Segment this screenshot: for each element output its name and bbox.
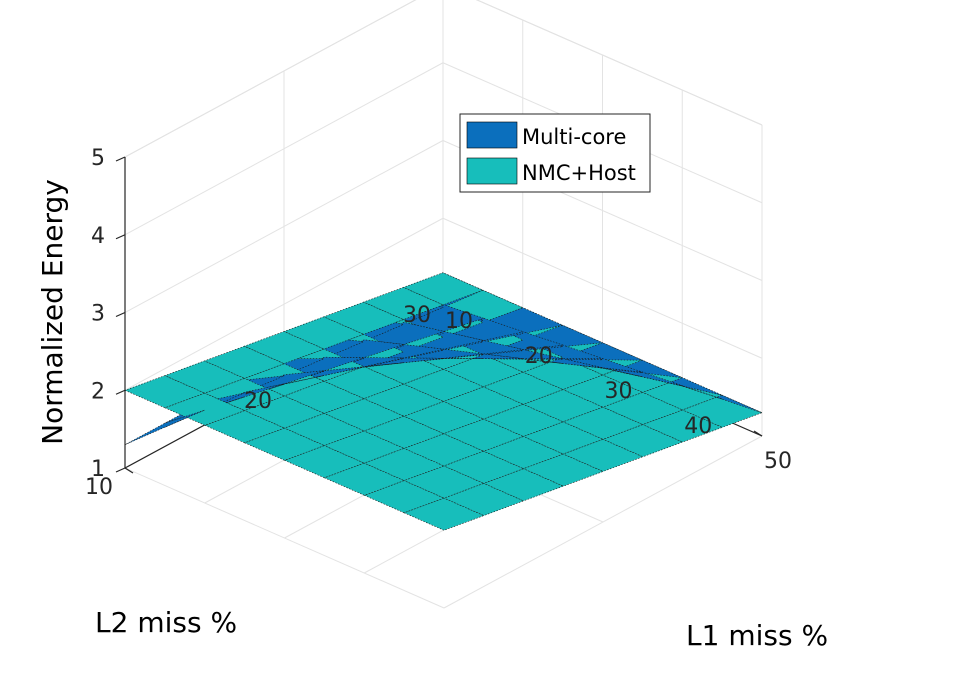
- z-tick-mark: [115, 156, 126, 162]
- surface-patch-nmc-host: [403, 368, 484, 402]
- z-tick-mark: [115, 389, 126, 395]
- surface-patch-nmc-host: [363, 287, 444, 320]
- z-tick-label: 3: [91, 302, 105, 327]
- x-tick-label: 40: [684, 414, 712, 439]
- z-tick-label: 1: [91, 457, 105, 482]
- gridline-y-floor: [124, 467, 445, 609]
- x-tick-label: 50: [764, 449, 792, 474]
- legend-label-multi-core: Multi-core: [522, 125, 626, 149]
- surface-patch-nmc-host: [323, 301, 404, 335]
- surface-patch-nmc-host: [323, 430, 405, 464]
- z-tick-label: 5: [91, 146, 105, 171]
- z-tick-mark: [115, 311, 126, 318]
- surface-patch-multi-core: [363, 321, 445, 345]
- surface-patch-nmc-host: [483, 468, 564, 502]
- surface-patch-nmc-host: [562, 374, 643, 408]
- surface-patch-nmc-host: [483, 436, 564, 470]
- surface-patch-nmc-host: [402, 272, 484, 306]
- gridline-z-sidewall: [124, 0, 417, 158]
- surface-patch-nmc-host: [682, 394, 763, 428]
- y-tick-label: 30: [403, 303, 431, 328]
- surface-patch-nmc-host: [363, 480, 445, 514]
- surface-patch-nmc-host: [523, 453, 604, 487]
- surface-patch-nmc-host: [642, 409, 723, 443]
- surface-patch-nmc-host: [443, 354, 524, 388]
- surface-patch-nmc-host: [403, 497, 485, 531]
- surface-patch-nmc-host: [403, 433, 484, 467]
- z-axis-label: Normalized Energy: [36, 179, 69, 445]
- x-tick-label: 30: [605, 379, 633, 404]
- tick-labels: 1 2 3 4 5 10 20 30 10 20 30 40 50: [85, 146, 792, 500]
- surface-patch-nmc-host: [164, 392, 245, 426]
- surface-patch-nmc-host: [283, 316, 364, 350]
- surface-patch-nmc-host: [562, 438, 644, 472]
- surface-patch-nmc-host: [522, 421, 604, 455]
- z-tick-mark: [115, 234, 126, 240]
- surface-patch-nmc-host: [483, 403, 564, 437]
- gridline-z-sidewall: [124, 62, 444, 236]
- surface-patch-nmc-host: [562, 406, 643, 440]
- z-tick-label: 4: [91, 224, 105, 249]
- surface-patch-nmc-host: [283, 380, 365, 414]
- surface-patch-nmc-host: [204, 410, 285, 444]
- surface-patch-nmc-host: [284, 413, 365, 446]
- gridline-z-backwall: [442, 217, 763, 359]
- surface-patch-nmc-host: [602, 392, 683, 425]
- surface-patch-nmc-host: [403, 401, 484, 435]
- surface-patch-nmc-host: [164, 360, 245, 394]
- surface-patch-nmc-host: [443, 386, 524, 420]
- x-tick-mark: [753, 430, 763, 437]
- gridline-z-backwall: [475, 0, 763, 126]
- surface-patch-nmc-host: [363, 383, 444, 417]
- surface-patch-nmc-host: [443, 483, 524, 516]
- surface-patch-nmc-host: [284, 445, 365, 479]
- surface-patch-nmc-host: [244, 395, 325, 429]
- surface-patch-nmc-host: [244, 427, 325, 461]
- surfaces: [124, 272, 763, 531]
- surface-patch-nmc-host: [403, 465, 484, 499]
- gridline-z-sidewall: [124, 140, 444, 313]
- surface-patch-nmc-host: [443, 450, 524, 484]
- legend: Multi-core NMC+Host: [459, 113, 651, 193]
- surface-patch-nmc-host: [323, 366, 404, 400]
- surface-patch-nmc-host: [522, 357, 603, 390]
- y-tick-label: 20: [244, 389, 272, 414]
- surface-patch-nmc-host: [244, 331, 325, 365]
- surface-patch-nmc-host: [204, 345, 285, 379]
- surface-patch-nmc-host: [323, 398, 405, 432]
- surface-patch-nmc-host: [642, 377, 723, 411]
- x-tick-label: 20: [525, 344, 553, 369]
- legend-label-nmc-host: NMC+Host: [522, 161, 636, 185]
- surface-patch-nmc-host: [602, 424, 683, 458]
- legend-swatch-multi-core: [466, 121, 518, 149]
- surface-patch-nmc-host: [363, 415, 444, 449]
- surface-patch-nmc-host: [124, 375, 205, 409]
- y-tick-mark: [124, 467, 134, 474]
- x-axis-label: L1 miss %: [686, 619, 828, 652]
- x-tick-label: 10: [445, 309, 473, 334]
- surface-patch-nmc-host: [522, 389, 604, 423]
- surface-patch-nmc-host: [482, 371, 564, 405]
- y-axis-label: L2 miss %: [95, 606, 237, 639]
- surface-patch-nmc-host: [324, 462, 405, 496]
- y-tick-label: 10: [85, 475, 113, 500]
- z-tick-label: 2: [91, 379, 105, 404]
- surface-patch-nmc-host: [443, 418, 524, 452]
- gridline-z-sidewall: [124, 217, 444, 391]
- z-tick-mark: [115, 467, 126, 473]
- legend-swatch-nmc-host: [466, 157, 518, 185]
- surface-patch-nmc-host: [363, 448, 445, 481]
